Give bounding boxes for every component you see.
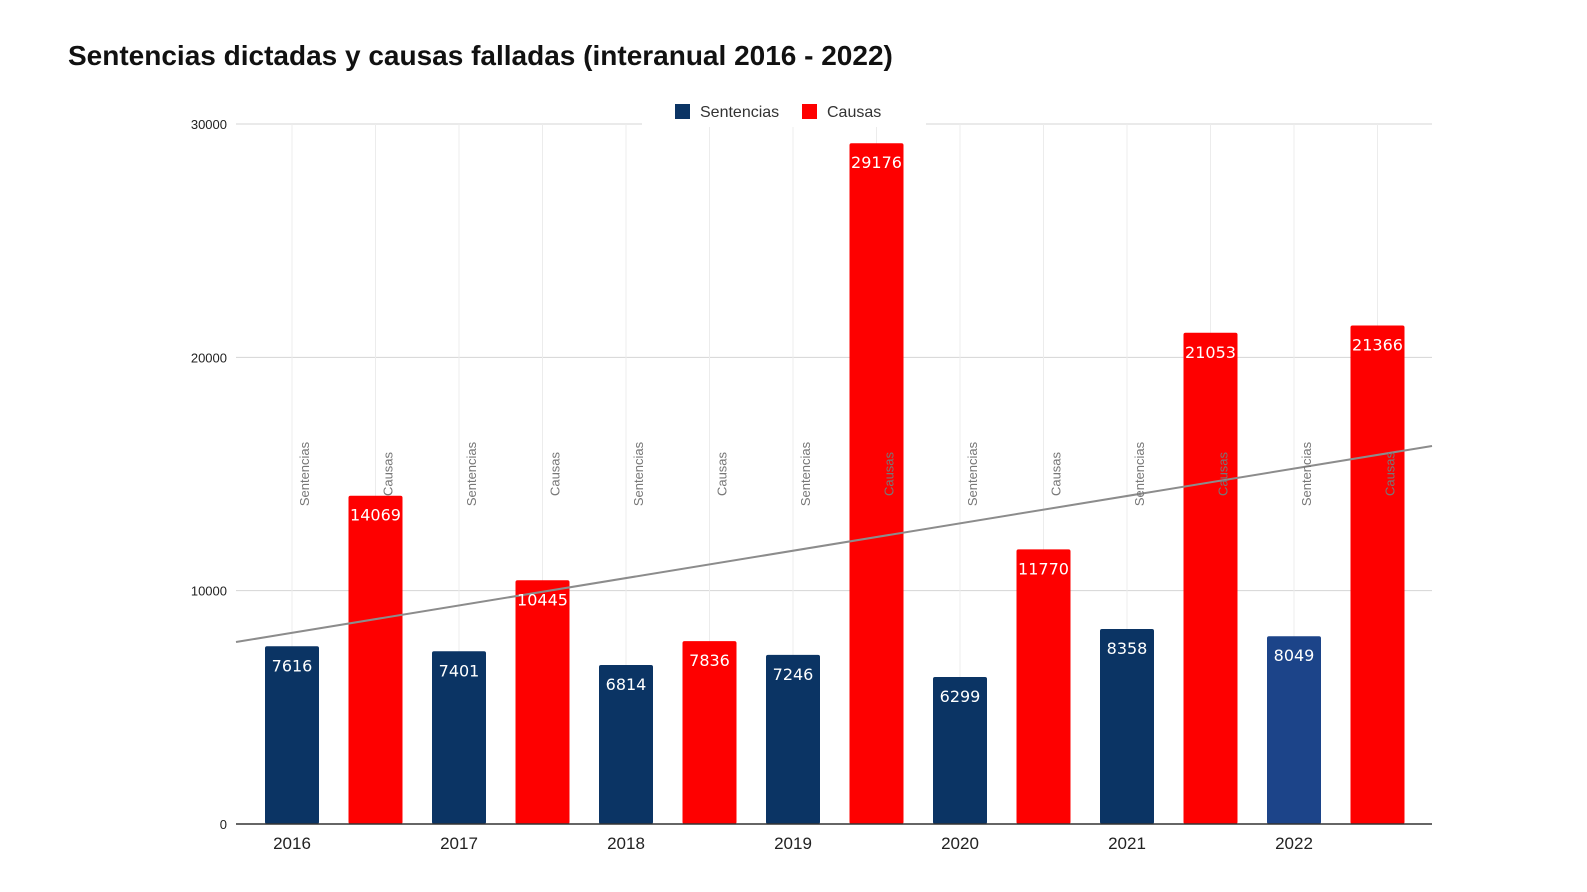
series-label-rotated: Sentencias	[464, 441, 479, 506]
x-tick-label: 2016	[273, 834, 311, 853]
x-axis: 2016 2017 2018 2019 2020 2021 2022	[236, 823, 1432, 853]
legend-label-causas: Causas	[827, 104, 881, 121]
x-tick-label: 2022	[1275, 834, 1313, 853]
series-label-rotated: Causas	[1383, 451, 1398, 496]
legend-swatch-sentencias	[675, 104, 690, 119]
series-label-rotated: Causas	[1049, 451, 1064, 496]
y-tick-label: 20000	[191, 350, 227, 365]
series-label-rotated: Sentencias	[798, 441, 813, 506]
bar-causas-2019	[849, 143, 904, 824]
bar-value-label: 11770	[1018, 559, 1069, 578]
y-tick-label: 30000	[191, 117, 227, 132]
y-tick-label: 0	[220, 817, 227, 832]
trend-line	[235, 445, 1433, 643]
trendline	[235, 445, 1433, 643]
legend-label-sentencias: Sentencias	[700, 104, 779, 121]
bar-value-label: 7836	[689, 651, 730, 670]
bar-sentencias-2019	[766, 654, 820, 824]
series-label-rotated: Sentencias	[965, 441, 980, 506]
bar-value-label: 6299	[940, 687, 981, 706]
x-tick-label: 2017	[440, 834, 478, 853]
bar-value-label: 8358	[1107, 639, 1148, 658]
bar-value-label: 14069	[350, 506, 401, 525]
y-tick-label: 10000	[191, 584, 227, 599]
bar-value-label: 10445	[517, 590, 568, 609]
bar-causas-2022	[1350, 325, 1405, 824]
legend: Sentencias Causas	[642, 97, 926, 127]
series-label-rotated: Sentencias	[631, 441, 646, 506]
series-label-rotated: Causas	[548, 451, 563, 496]
series-label-rotated: Sentencias	[1299, 441, 1314, 506]
bar-value-labels: 7616 14069 7401 10445 6814 7836 7246 29176 6299 1…	[272, 153, 1403, 706]
x-tick-label: 2018	[607, 834, 645, 853]
bar-value-label: 7616	[272, 656, 313, 675]
y-axis: 0 10000 20000 30000	[191, 117, 227, 832]
bar-value-label: 29176	[851, 153, 902, 172]
bar-causas-2017	[515, 580, 570, 824]
bar-causas-2020	[1016, 549, 1071, 824]
bar-causas-2021	[1183, 332, 1238, 824]
series-label-rotated: Causas	[381, 451, 396, 496]
bar-sentencias-2020	[933, 677, 987, 824]
series-label-rotated: Causas	[1216, 451, 1231, 496]
bar-value-label: 8049	[1274, 646, 1315, 665]
bar-value-label: 7246	[773, 665, 814, 684]
bar-causas-2018	[682, 641, 737, 824]
x-tick-label: 2020	[941, 834, 979, 853]
bar-value-label: 7401	[439, 661, 480, 680]
bar-value-label: 21053	[1185, 343, 1236, 362]
grid-lines	[236, 123, 1432, 592]
bar-sentencias-2018	[599, 665, 653, 824]
x-tick-label: 2019	[774, 834, 812, 853]
bar-sentencias-2021	[1100, 628, 1154, 824]
bar-value-label: 6814	[606, 675, 647, 694]
bar-sentencias-2016	[265, 646, 319, 824]
x-tick-label: 2021	[1108, 834, 1146, 853]
bar-causas-2016	[348, 495, 403, 824]
bar-value-label: 21366	[1352, 335, 1403, 354]
bars	[265, 143, 1405, 824]
legend-swatch-causas	[802, 104, 817, 119]
rotated-series-labels: Sentencias Causas Sentencias Causas Sentenci…	[297, 441, 1398, 506]
bar-sentencias-2017	[432, 651, 486, 824]
series-label-rotated: Causas	[715, 451, 730, 496]
bar-sentencias-2022	[1267, 636, 1321, 824]
series-label-rotated: Causas	[882, 451, 897, 496]
series-label-rotated: Sentencias	[1132, 441, 1147, 506]
chart-title: Sentencias dictadas y causas falladas (i…	[68, 40, 893, 71]
series-label-rotated: Sentencias	[297, 441, 312, 506]
